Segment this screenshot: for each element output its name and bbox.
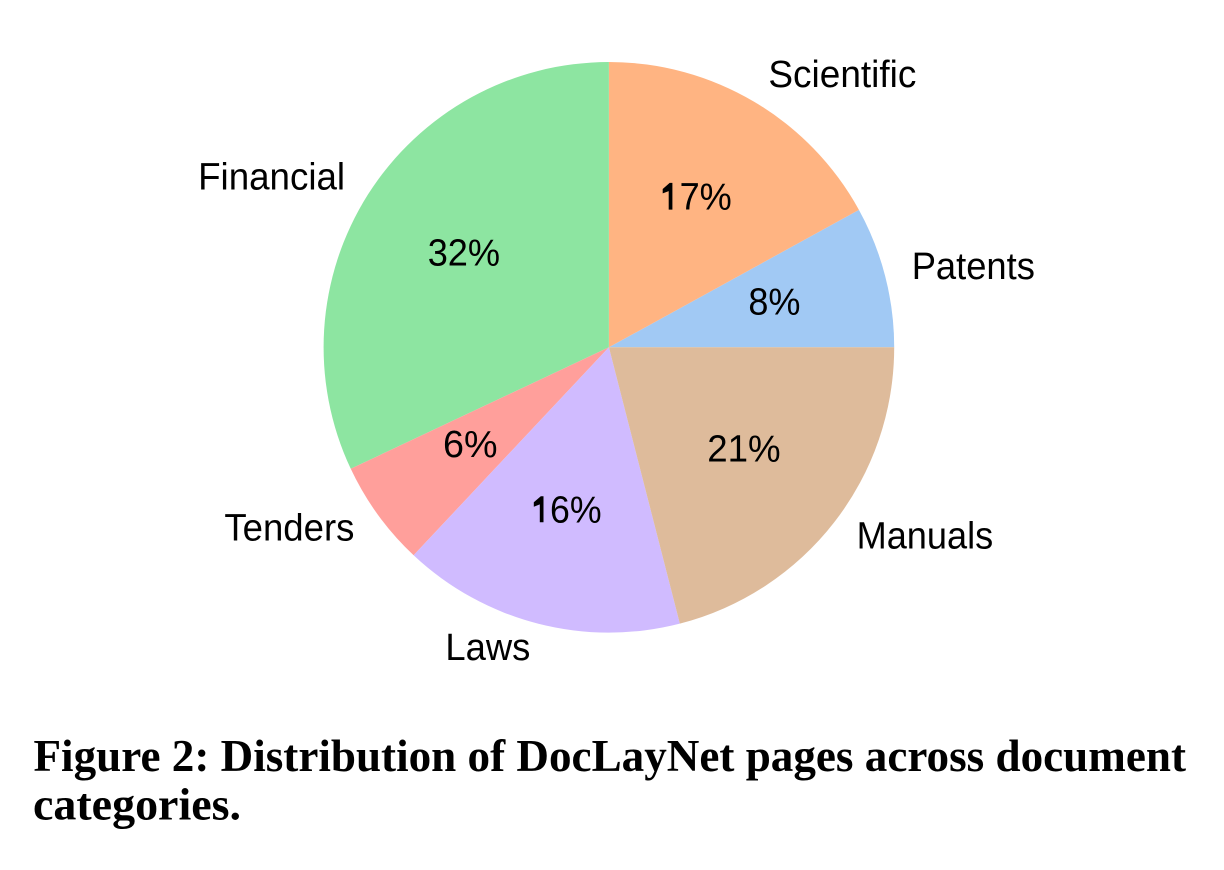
svg-text:32%: 32% bbox=[428, 232, 500, 274]
svg-text:8%: 8% bbox=[748, 281, 800, 323]
svg-text:Tenders: Tenders bbox=[224, 508, 354, 550]
svg-text:21%: 21% bbox=[707, 428, 780, 470]
svg-text:Manuals: Manuals bbox=[857, 516, 994, 558]
svg-text:Patents: Patents bbox=[912, 246, 1035, 288]
svg-text:Figure 2: Distribution of DocL: Figure 2: Distribution of DocLayNet page… bbox=[34, 731, 1187, 781]
svg-text:Laws: Laws bbox=[445, 627, 530, 669]
svg-text:Scientific: Scientific bbox=[768, 54, 916, 96]
svg-text:Financial: Financial bbox=[198, 156, 345, 198]
svg-text:categories.: categories. bbox=[33, 780, 241, 830]
svg-text:6%: 6% bbox=[550, 489, 602, 531]
svg-text:7%: 7% bbox=[680, 177, 732, 219]
svg-text:6%: 6% bbox=[443, 424, 498, 466]
